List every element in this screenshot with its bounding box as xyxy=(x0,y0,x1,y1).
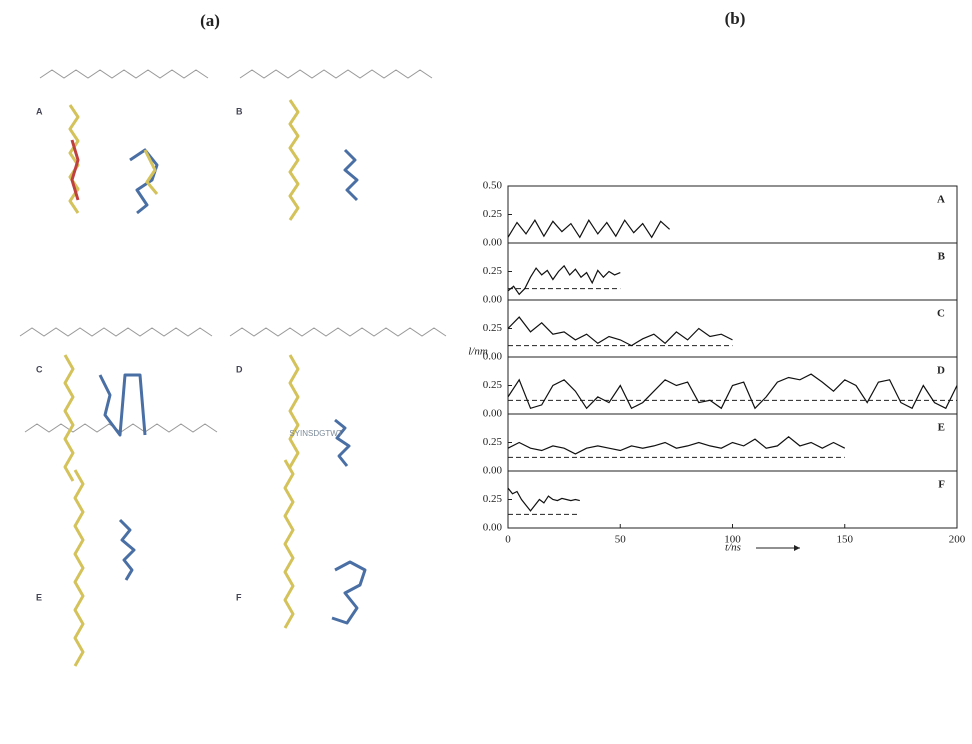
y-tick-label: 0.00 xyxy=(483,237,503,249)
figure-label: (a) xyxy=(200,11,220,30)
y-axis-label: l/nm xyxy=(468,346,488,358)
y-tick-label: 0.25 xyxy=(483,208,503,220)
y-tick-label: 0.00 xyxy=(483,465,503,477)
axis-arrowhead xyxy=(794,545,800,551)
series-label: D xyxy=(937,365,945,377)
series-line xyxy=(507,219,671,239)
series-label: E xyxy=(938,422,945,434)
series-line xyxy=(507,373,958,410)
structure-label: E xyxy=(36,592,42,602)
x-tick-label: 200 xyxy=(949,534,966,546)
y-tick-label: 0.00 xyxy=(483,294,503,306)
y-tick-label: 0.00 xyxy=(483,522,503,534)
series-line xyxy=(507,264,621,296)
y-tick-label: 0.00 xyxy=(483,351,503,363)
series-label: F xyxy=(938,479,945,491)
y-tick-label: 0.25 xyxy=(483,493,503,505)
y-tick-label: 0.25 xyxy=(483,322,503,334)
series-label: C xyxy=(937,308,945,320)
sequence: SYINSDGTWT xyxy=(289,429,342,438)
structure-label: F xyxy=(236,592,242,602)
structure-label: C xyxy=(36,364,43,374)
series-line xyxy=(507,487,580,512)
y-tick-label: 0.00 xyxy=(483,408,503,420)
structure-drawings xyxy=(19,69,447,667)
x-axis-label: t/ns xyxy=(725,542,741,554)
x-tick-label: 150 xyxy=(837,534,854,546)
x-tick-label: 100 xyxy=(724,534,741,546)
series-line xyxy=(507,436,846,455)
x-tick-label: 50 xyxy=(615,534,627,546)
structure-label: D xyxy=(236,364,243,374)
y-tick-label: 0.25 xyxy=(483,379,503,391)
series-label: A xyxy=(937,194,945,206)
series-label: B xyxy=(938,251,946,263)
series-line xyxy=(507,316,733,347)
structure-label: B xyxy=(236,106,243,116)
structure-label: A xyxy=(36,106,43,116)
x-tick-label: 0 xyxy=(505,534,511,546)
y-tick-label: 0.25 xyxy=(483,265,503,277)
y-tick-label: 0.50 xyxy=(483,180,503,192)
y-tick-label: 0.25 xyxy=(483,436,503,448)
figure-label: (b) xyxy=(725,9,746,28)
